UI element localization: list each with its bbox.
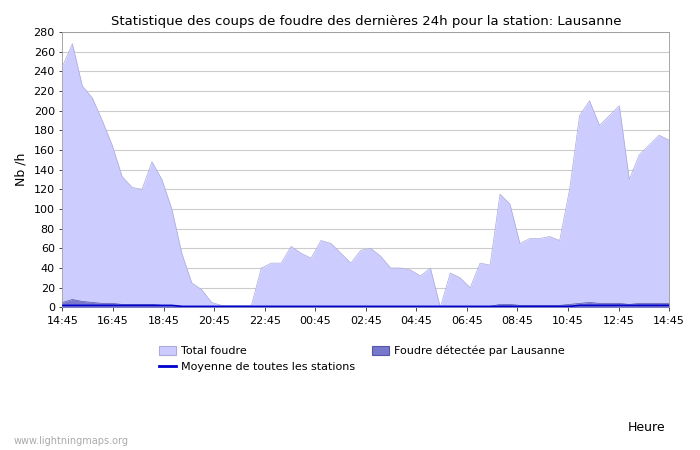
Y-axis label: Nb /h: Nb /h [15, 153, 28, 186]
Text: www.lightningmaps.org: www.lightningmaps.org [14, 436, 129, 446]
Title: Statistique des coups de foudre des dernières 24h pour la station: Lausanne: Statistique des coups de foudre des dern… [111, 15, 621, 28]
Text: Heure: Heure [627, 421, 665, 434]
Legend: Total foudre, Moyenne de toutes les stations, Foudre détectée par Lausanne: Total foudre, Moyenne de toutes les stat… [159, 346, 565, 373]
